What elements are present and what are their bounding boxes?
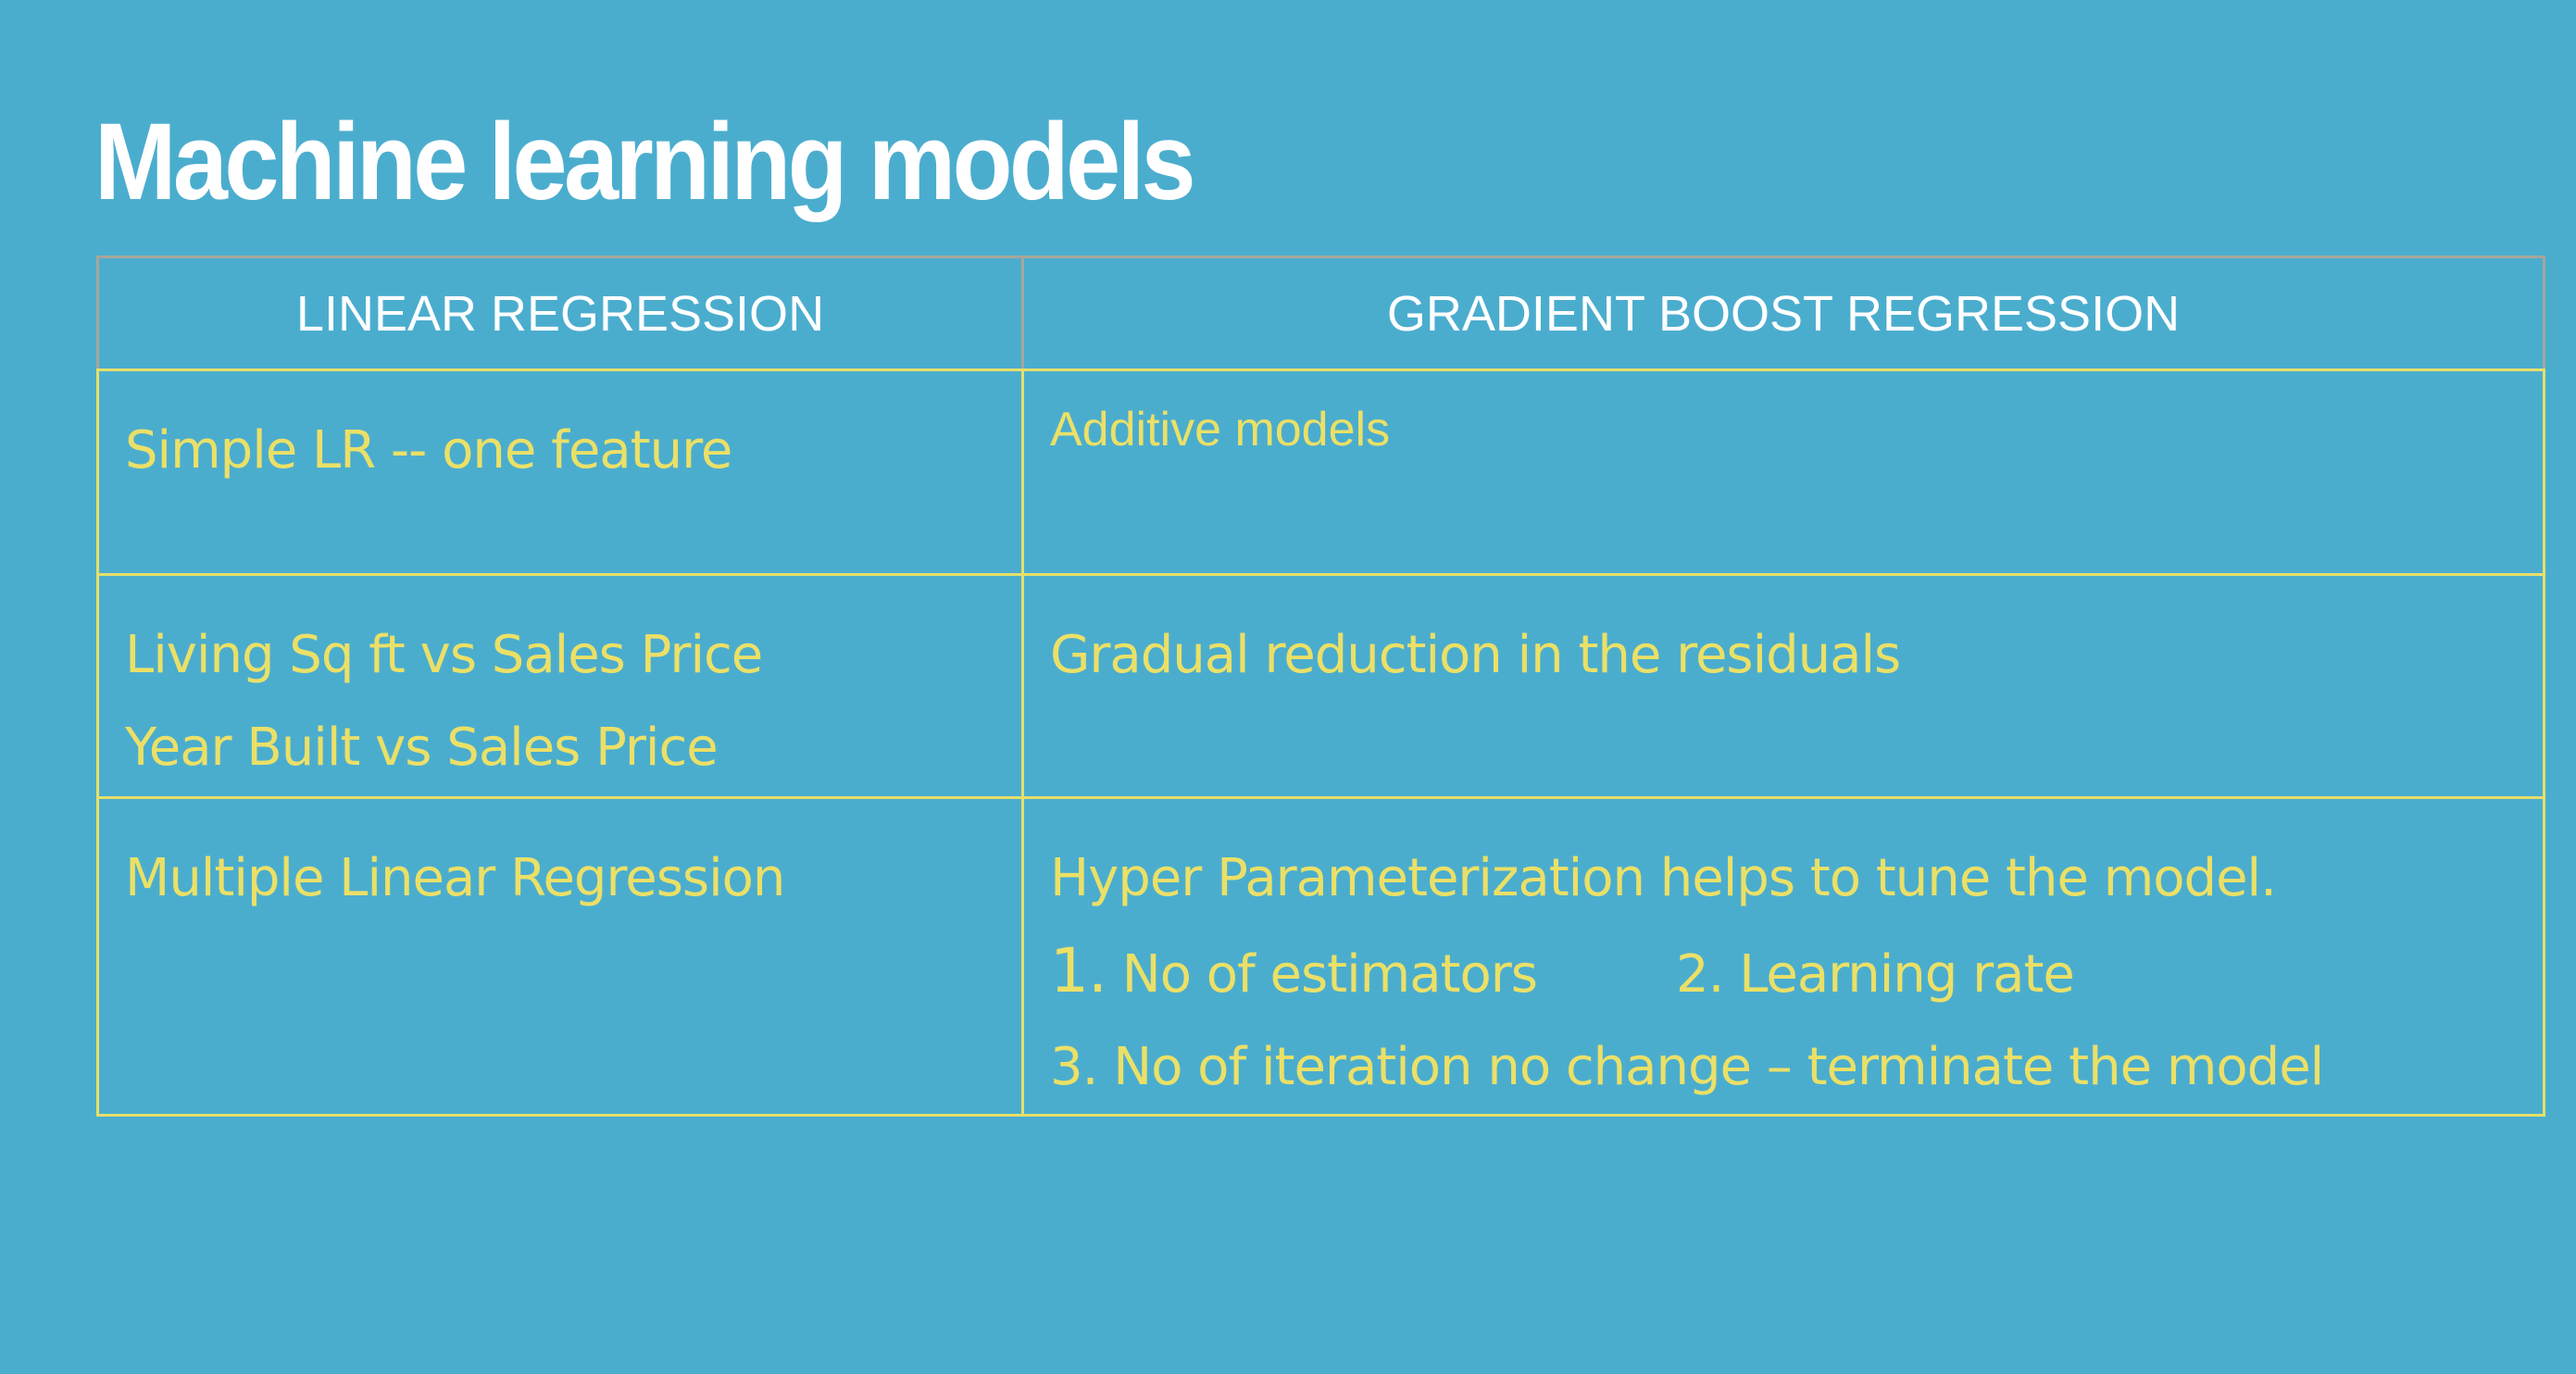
cell-text: Living Sq ft vs Sales Price [125, 625, 763, 685]
hyperparam-list-row: 1. No of estimators 2. Learning rate [1050, 925, 2517, 1021]
table-cell: Simple LR -- one feature [96, 368, 1024, 576]
table-row: Living Sq ft vs Sales Price Year Built v… [96, 573, 2545, 799]
table-cell: Living Sq ft vs Sales Price Year Built v… [96, 573, 1024, 799]
list-item: 3. No of iteration no change – terminate… [1050, 1037, 2324, 1097]
table-row: Multiple Linear Regression Hyper Paramet… [96, 796, 2545, 1117]
table-cell: Additive models [1021, 368, 2545, 576]
models-table: LINEAR REGRESSION GRADIENT BOOST REGRESS… [96, 256, 2545, 1117]
cell-text: Gradual reduction in the residuals [1050, 625, 1901, 685]
cell-text: Multiple Linear Regression [125, 848, 785, 908]
header-linear-regression: LINEAR REGRESSION [96, 256, 1024, 371]
list-item: No of estimators [1121, 944, 1538, 1005]
list-number: 1. [1050, 935, 1107, 1006]
cell-text: Hyper Parameterization helps to tune the… [1050, 848, 2277, 908]
table-cell: Hyper Parameterization helps to tune the… [1021, 796, 2545, 1117]
slide-title: Machine learning models [94, 101, 1196, 223]
cell-text: Additive models [1050, 403, 1391, 456]
table-header-row: LINEAR REGRESSION GRADIENT BOOST REGRESS… [96, 256, 2545, 371]
table-cell: Multiple Linear Regression [96, 796, 1024, 1117]
table-row: Simple LR -- one feature Additive models [96, 368, 2545, 576]
cell-text: Simple LR -- one feature [125, 420, 732, 481]
cell-text: Year Built vs Sales Price [125, 718, 719, 778]
header-gradient-boost-regression: GRADIENT BOOST REGRESSION [1021, 256, 2545, 371]
list-item: 2. Learning rate [1675, 944, 2075, 1005]
table-cell: Gradual reduction in the residuals [1021, 573, 2545, 799]
